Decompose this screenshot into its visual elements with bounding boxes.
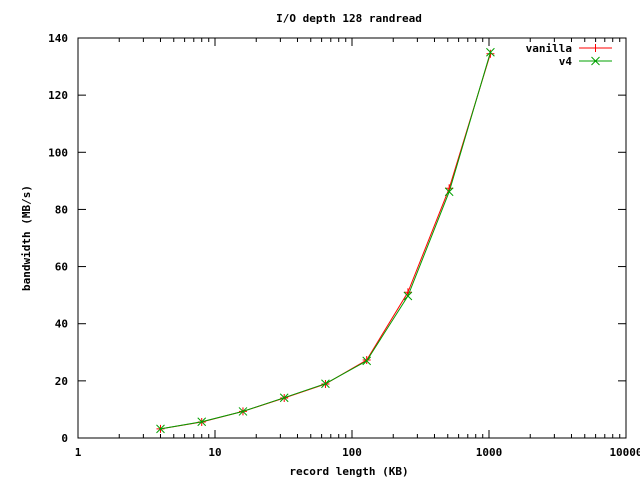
legend-marker-v4 — [591, 56, 600, 66]
legend-label-v4: v4 — [559, 55, 573, 68]
data-point-v4 — [403, 291, 413, 301]
data-point-v4 — [279, 393, 289, 403]
x-axis: 1 10 100 1000 10000 — [75, 38, 640, 459]
x-tick-label: 1000 — [476, 446, 503, 459]
y-tick-label: 120 — [48, 89, 68, 102]
y-tick-label: 140 — [48, 32, 68, 45]
data-point-v4 — [362, 356, 372, 366]
y-tick-label: 20 — [55, 375, 68, 388]
y-tick-label: 40 — [55, 318, 68, 331]
data-point-v4 — [321, 379, 330, 389]
y-axis-label: bandwidth (MB/s) — [20, 185, 33, 291]
y-tick-label: 0 — [61, 432, 68, 445]
legend-marker-vanilla — [591, 44, 600, 52]
series-layer — [156, 47, 495, 434]
x-axis-label: record length (KB) — [289, 465, 408, 478]
chart-title: I/O depth 128 randread — [276, 12, 422, 25]
data-point-v4 — [156, 424, 165, 434]
legend-label-vanilla: vanilla — [526, 42, 572, 55]
data-point-v4 — [486, 47, 495, 57]
minor-ticks — [118, 38, 621, 438]
series-v4 — [156, 47, 495, 434]
x-tick-label: 10000 — [609, 446, 640, 459]
x-tick-label: 100 — [342, 446, 362, 459]
y-axis: 0 20 40 60 80 100 120 140 — [48, 32, 626, 445]
x-tick-label: 10 — [208, 446, 221, 459]
data-point-v4 — [197, 417, 207, 427]
data-point-v4 — [444, 187, 454, 197]
y-tick-label: 100 — [48, 146, 68, 159]
y-tick-label: 80 — [55, 203, 68, 216]
x-tick-label: 1 — [75, 446, 82, 459]
data-point-v4 — [238, 407, 248, 416]
y-tick-label: 60 — [55, 261, 68, 274]
